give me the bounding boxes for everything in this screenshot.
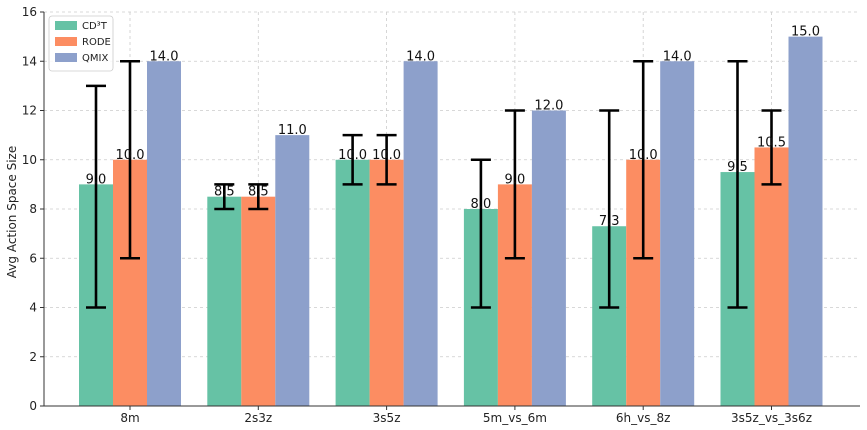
bars bbox=[79, 36, 823, 406]
data-label: 10.5 bbox=[757, 135, 786, 150]
data-label: 9.0 bbox=[86, 172, 107, 187]
data-label: 10.0 bbox=[372, 148, 401, 163]
bar-cdt-3s5z bbox=[335, 159, 370, 406]
y-tick-label: 2 bbox=[29, 350, 37, 364]
data-label: 14.0 bbox=[663, 49, 692, 64]
y-tick-label: 10 bbox=[22, 153, 37, 167]
axes: 0 2 4 6 8 10 12 14 16 8m 2s3z 3s5z 5m_vs_6m 6h_vs_8z 3… bbox=[22, 5, 860, 425]
data-label: 9.0 bbox=[505, 172, 526, 187]
legend: CD³T RODE QMIX bbox=[48, 15, 114, 72]
y-axis-title: Avg Action Space Size bbox=[5, 146, 19, 278]
bar-qmix-2s3z bbox=[275, 135, 310, 406]
bar-qmix-3s5z bbox=[403, 61, 438, 406]
y-tick-label: 12 bbox=[22, 104, 37, 118]
x-tick-label: 3s5z_vs_3s6z bbox=[731, 411, 812, 425]
data-label: 10.0 bbox=[629, 148, 658, 163]
data-label: 10.0 bbox=[338, 148, 367, 163]
x-tick-label: 3s5z bbox=[373, 411, 401, 425]
data-label: 9.5 bbox=[727, 160, 748, 175]
y-tick-label: 8 bbox=[29, 202, 37, 216]
data-label: 11.0 bbox=[278, 123, 307, 138]
y-tick-label: 4 bbox=[29, 301, 37, 315]
data-label: 12.0 bbox=[534, 99, 563, 114]
bar-qmix-5m_vs_6m bbox=[531, 110, 566, 406]
legend-swatch bbox=[55, 37, 77, 46]
x-tick-label: 8m bbox=[120, 411, 139, 425]
data-label: 10.0 bbox=[116, 148, 145, 163]
data-label: 7.3 bbox=[599, 214, 620, 229]
bar-cdt-2s3z bbox=[207, 196, 242, 406]
legend-label: RODE bbox=[82, 37, 111, 48]
data-label: 14.0 bbox=[406, 49, 435, 64]
bar-rode-3s5z_vs_3s6z bbox=[754, 147, 789, 406]
error-bars bbox=[86, 59, 782, 309]
bar-rode-2s3z bbox=[241, 196, 276, 406]
x-tick-label: 5m_vs_6m bbox=[483, 411, 547, 425]
data-label: 14.0 bbox=[150, 49, 179, 64]
y-tick-label: 6 bbox=[29, 251, 37, 265]
y-tick-label: 0 bbox=[29, 399, 37, 413]
data-label: 8.5 bbox=[248, 185, 269, 200]
legend-swatch bbox=[55, 53, 77, 62]
bar-qmix-3s5z_vs_3s6z bbox=[788, 36, 823, 406]
data-label: 15.0 bbox=[791, 25, 820, 40]
x-tick-label: 6h_vs_8z bbox=[616, 411, 671, 425]
data-labels: 9.0 8.5 10.0 8.0 7.3 9.5 10.0 8.5 10.0 9.0 10.0 10.… bbox=[86, 25, 820, 230]
legend-swatch bbox=[55, 21, 77, 30]
bar-qmix-6h_vs_8z bbox=[660, 61, 695, 406]
legend-label: CD³T bbox=[82, 21, 108, 32]
data-label: 8.5 bbox=[214, 185, 235, 200]
x-tick-label: 2s3z bbox=[244, 411, 272, 425]
bar-qmix-8m bbox=[147, 61, 181, 406]
bar-rode-3s5z bbox=[369, 159, 404, 406]
y-tick-label: 14 bbox=[22, 54, 37, 68]
data-label: 8.0 bbox=[471, 197, 492, 212]
y-tick-label: 16 bbox=[22, 5, 37, 19]
legend-label: QMIX bbox=[82, 53, 108, 64]
